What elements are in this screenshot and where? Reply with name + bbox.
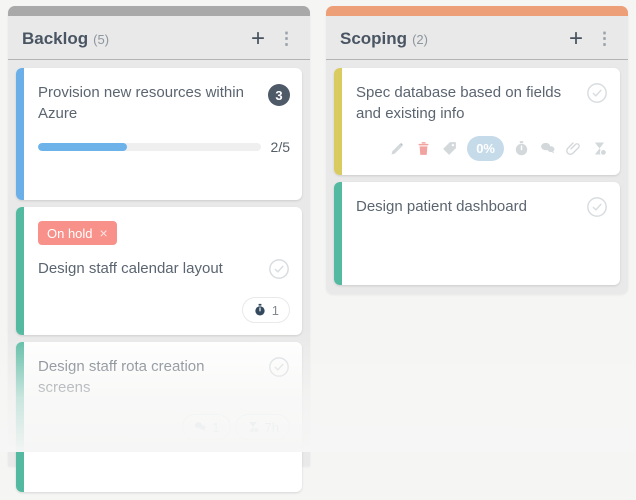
complete-check-icon[interactable] [586,196,608,218]
progress-label: 2/5 [270,139,290,155]
stopwatch-icon [255,303,265,316]
card-provision-resources[interactable]: Provision new resources within Azure 3 2… [16,68,302,200]
column-menu-icon[interactable]: ⋮ [278,28,296,48]
card-title: Design staff rota creation screens [38,358,205,396]
column-accent-bar [8,6,310,16]
subtask-count-badge: 3 [268,84,290,106]
tag-label: On hold [47,225,93,241]
column-title: Scoping [340,28,408,48]
card-list: Provision new resources within Azure 3 2… [8,60,310,500]
card-hover-toolbar: 0% [356,136,608,161]
card-stripe [334,182,342,285]
progress-bar: 2/5 [38,139,290,155]
tag-label-icon[interactable] [441,140,458,157]
card-stripe [16,207,24,335]
column-scoping: Scoping (2) + ⋮ Spec database based on f… [326,6,628,294]
add-card-icon[interactable]: + [250,24,265,52]
progress-track [38,143,261,151]
card-title: Provision new resources within Azure [38,84,244,122]
column-menu-icon[interactable]: ⋮ [596,28,614,48]
comments-pill: 1 [182,414,231,440]
card-stripe [334,68,342,175]
column-header: Backlog (5) + ⋮ [8,16,310,60]
column-header: Scoping (2) + ⋮ [326,16,628,60]
attachment-paperclip-icon[interactable] [565,140,582,157]
edit-pencil-icon[interactable] [389,140,406,157]
column-title: Backlog [22,28,89,48]
card-staff-calendar[interactable]: On hold × Design staff calendar layout 1 [16,207,302,335]
comments-icon [195,422,207,432]
column-backlog: Backlog (5) + ⋮ Provision new resources … [8,6,310,492]
stopwatch-icon[interactable] [513,140,530,157]
card-patient-dashboard[interactable]: Design patient dashboard [334,182,620,285]
card-title: Design patient dashboard [356,198,527,215]
column-card-count: (5) [93,32,110,47]
on-hold-tag: On hold × [38,221,117,245]
hourglass-icon [248,422,259,434]
add-card-icon[interactable]: + [568,24,583,52]
time-estimate-pill: 7h [234,414,290,440]
card-list: Spec database based on fields and existi… [326,60,628,293]
comments-icon[interactable] [539,140,556,157]
tag-close-icon[interactable]: × [99,225,108,241]
delete-trash-icon[interactable] [415,140,432,157]
card-stripe [16,68,24,200]
timer-pill: 1 [241,297,290,323]
progress-fill [38,143,127,151]
card-spec-database[interactable]: Spec database based on fields and existi… [334,68,620,175]
progress-percent-pill[interactable]: 0% [467,136,504,161]
comments-count: 1 [212,419,220,435]
complete-check-icon[interactable] [268,258,290,280]
column-header-actions: + ⋮ [250,24,296,52]
card-staff-rota[interactable]: Design staff rota creation screens 1 7h [16,342,302,492]
column-accent-bar [326,6,628,16]
complete-check-icon[interactable] [268,356,290,378]
card-stripe [16,342,24,492]
card-title: Spec database based on fields and existi… [356,84,562,122]
column-card-count: (2) [412,32,428,47]
hourglass-icon[interactable] [591,140,608,157]
timer-count: 1 [271,302,279,318]
column-header-actions: + ⋮ [568,24,614,52]
complete-check-icon[interactable] [586,82,608,104]
card-title: Design staff calendar layout [38,260,223,277]
time-estimate: 7h [264,419,279,435]
